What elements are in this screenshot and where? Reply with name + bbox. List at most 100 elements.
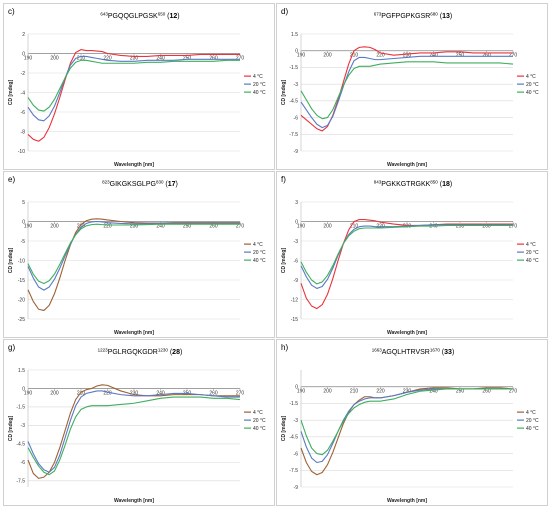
panel-letter: f) [281, 175, 286, 184]
legend-entry: 40 °C [253, 426, 266, 432]
x-axis-label: Wavelength [nm] [387, 330, 427, 336]
panel-letter: c) [8, 7, 15, 16]
y-tick-label: -6 [21, 460, 26, 466]
y-tick-label: -7.5 [16, 479, 25, 485]
x-tick-label: 250 [183, 224, 192, 230]
chart-title: 673PGFPGPKGSR680 (13) [374, 12, 452, 21]
chart-title: 1223PGLRGQKGDR1230 (28) [98, 348, 183, 357]
title-sequence: AGQLHTRVSR [382, 349, 430, 356]
chart-title: 843PGKKGTRGKK850 (18) [374, 180, 452, 189]
x-tick-label: 220 [376, 389, 385, 395]
title-compound-number: 33 [444, 349, 452, 356]
x-tick-label: 210 [350, 389, 359, 395]
series-line-0 [300, 218, 513, 310]
legend-entry: 40 °C [253, 258, 266, 264]
x-tick-label: 260 [209, 56, 218, 62]
x-tick-label: 220 [376, 53, 385, 59]
chart-panel: e) 823GIKGKSGLPG830 (17) 5 0 -5 -10 -15 -20 -25 1… [3, 171, 275, 338]
title-open-paren: ( [440, 349, 445, 356]
y-tick-label: -9 [294, 149, 299, 155]
series-line-0 [27, 218, 240, 311]
x-tick-label: 250 [456, 389, 465, 395]
y-tick-label: -1.5 [289, 65, 298, 71]
x-tick-label: 240 [156, 56, 165, 62]
y-tick-label: -15 [291, 317, 298, 323]
legend-entry: 20 °C [526, 250, 539, 256]
y-tick-label: -1.5 [289, 401, 298, 407]
y-tick-label: -15 [18, 278, 25, 284]
title-superscript-end: 680 [430, 12, 438, 17]
x-tick-label: 260 [209, 224, 218, 230]
series-line-1 [27, 220, 240, 291]
chart-panel: c) 643PGQQGLPGSK650 (12) 2 0 -2 -4 -6 -8 -10 190 2… [3, 3, 275, 170]
title-sequence: PGLRGQKGDR [108, 349, 158, 356]
x-tick-label: 250 [456, 53, 465, 59]
x-tick-label: 230 [403, 53, 412, 59]
panel-letter: d) [281, 7, 288, 16]
chart-svg: g) 1223PGLRGQKGDR1230 (28) 1.5 0 -1.5 -3 -4.5 -… [8, 343, 266, 504]
y-tick-label: -7.5 [289, 132, 298, 138]
y-tick-label: 2 [22, 32, 25, 38]
series-line-1 [27, 55, 240, 122]
chart-svg: f) 843PGKKGTRGKK850 (18)30-3-6-9-12-15190… [281, 175, 539, 336]
x-tick-label: 200 [50, 390, 59, 396]
x-axis-label: Wavelength [nm] [114, 498, 154, 504]
y-tick-label: -10 [18, 258, 25, 264]
legend-entry: 40 °C [253, 90, 266, 96]
y-tick-label: -3 [21, 423, 26, 429]
y-tick-label: -8 [21, 129, 26, 135]
y-axis-label: CD [mdeg] [281, 80, 287, 106]
title-superscript-end: 850 [430, 180, 438, 185]
x-tick-label: 220 [103, 224, 112, 230]
series-line-0 [27, 384, 240, 479]
y-tick-label: -1.5 [16, 405, 25, 411]
y-tick-label: -10 [18, 149, 25, 155]
y-tick-label: 0 [295, 219, 298, 225]
series-line-1 [300, 224, 513, 289]
y-tick-label: -4.5 [289, 435, 298, 441]
y-tick-label: 0 [295, 49, 298, 55]
x-tick-label: 260 [482, 224, 491, 230]
title-close-paren: ) [176, 181, 178, 188]
chart-title: 1663AGQLHTRVSR1670 (33) [372, 348, 455, 357]
chart-panel: f) 843PGKKGTRGKK850 (18) 3 0 -3 -6 -9 -12 -15 190… [276, 171, 548, 338]
x-tick-label: 270 [236, 224, 245, 230]
x-axis-label: Wavelength [nm] [387, 498, 427, 504]
y-tick-label: 5 [22, 200, 25, 206]
title-superscript-end: 1670 [430, 348, 441, 353]
series-line-1 [27, 390, 240, 473]
y-tick-label: -2 [21, 71, 26, 77]
y-axis-label: CD [mdeg] [8, 248, 14, 274]
title-open-paren: ( [168, 349, 173, 356]
series-line-0 [27, 49, 240, 142]
series-line-2 [27, 396, 241, 476]
title-sequence: GIKGKSGLPG [110, 181, 156, 188]
y-tick-label: -12 [291, 297, 298, 303]
legend-entry: 20 °C [253, 250, 266, 256]
x-tick-label: 240 [156, 390, 165, 396]
title-open-paren: ( [165, 13, 170, 20]
x-tick-label: 230 [130, 224, 139, 230]
x-tick-label: 210 [350, 224, 359, 230]
x-tick-label: 250 [183, 56, 192, 62]
title-superscript-start: 823 [102, 180, 110, 185]
x-tick-label: 200 [50, 224, 59, 230]
y-tick-label: -4.5 [16, 442, 25, 448]
legend-entry: 40 °C [526, 90, 539, 96]
title-superscript-end: 1230 [158, 348, 169, 353]
series-line-0 [300, 387, 514, 476]
chart-svg: h) 1663AGQLHTRVSR1670 (33) 0 -1.5 -3 -4.5 -6 -7… [281, 343, 539, 504]
series-line-2 [300, 61, 514, 120]
title-superscript-start: 673 [374, 12, 382, 17]
title-close-paren: ) [180, 349, 182, 356]
y-tick-label: -6 [294, 115, 299, 121]
x-axis-label: Wavelength [nm] [387, 162, 427, 168]
chart-svg: e) 823GIKGKSGLPG830 (17) 5 0 -5 -10 -15 -20 -25 1… [8, 175, 266, 336]
series-line-2 [27, 59, 240, 112]
x-tick-label: 270 [236, 390, 245, 396]
x-tick-label: 270 [509, 53, 518, 59]
legend-entry: 20 °C [253, 418, 266, 424]
title-superscript-start: 1663 [372, 348, 383, 353]
